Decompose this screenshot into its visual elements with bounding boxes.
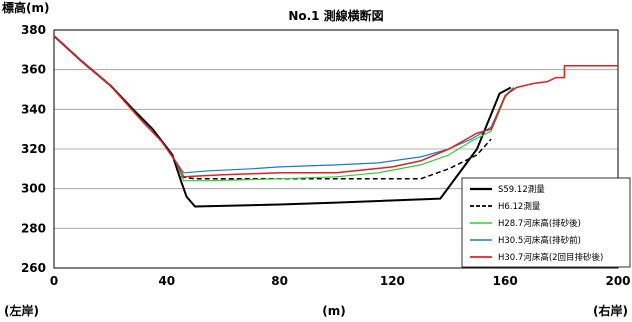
legend-label-4: H30.5河床高(排砂前) xyxy=(498,235,581,246)
x-tick-200: 200 xyxy=(605,274,630,288)
left-bank-label: (左岸) xyxy=(4,303,39,318)
legend-label-1: S59.12測量 xyxy=(498,184,545,195)
series-line-3 xyxy=(53,35,515,182)
x-tick-80: 80 xyxy=(271,274,288,288)
y-tick-280: 280 xyxy=(21,221,46,235)
x-tick-40: 40 xyxy=(158,274,175,288)
y-tick-320: 320 xyxy=(21,142,46,156)
x-axis-label: (m) xyxy=(322,304,345,318)
legend-label-3: H28.7河床高(排砂後) xyxy=(498,218,581,229)
y-tick-labels: 260 280 300 320 340 360 380 xyxy=(21,23,46,275)
series-line-1 xyxy=(53,35,512,208)
series-layer xyxy=(53,35,618,208)
y-tick-340: 340 xyxy=(21,102,46,116)
y-tick-300: 300 xyxy=(21,182,46,196)
plot-frame xyxy=(53,29,619,269)
series-line-5 xyxy=(53,35,618,178)
y-tick-380: 380 xyxy=(21,23,46,37)
x-tick-labels: 0 40 80 120 160 200 xyxy=(50,274,631,288)
y-axis-label: 標高(m) xyxy=(2,0,49,15)
chart-title: No.1 測線横断図 xyxy=(288,8,383,23)
x-tick-0: 0 xyxy=(50,274,58,288)
legend-label-5: H30.7河床高(2回目排砂後) xyxy=(498,252,603,263)
x-tick-160: 160 xyxy=(493,274,518,288)
series-line-4 xyxy=(53,35,515,174)
series-line-2 xyxy=(180,138,492,180)
right-bank-label: (右岸) xyxy=(593,303,628,318)
legend: S59.12測量 H6.12測量 H28.7河床高(排砂後) H30.5河床高(排砂前… xyxy=(461,177,631,268)
legend-label-2: H6.12測量 xyxy=(498,201,541,212)
y-tick-360: 360 xyxy=(21,63,46,77)
x-tick-120: 120 xyxy=(380,274,405,288)
y-tick-260: 260 xyxy=(21,261,46,275)
